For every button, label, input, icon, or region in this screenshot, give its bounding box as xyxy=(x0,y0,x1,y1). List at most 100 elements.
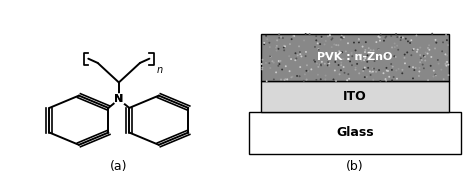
Point xyxy=(310,59,318,62)
Point xyxy=(365,51,373,53)
Point xyxy=(272,71,280,74)
Point xyxy=(318,60,326,63)
Point xyxy=(313,62,321,65)
Point xyxy=(315,48,322,51)
Point xyxy=(396,36,404,38)
Point xyxy=(303,78,310,81)
Point xyxy=(382,78,389,80)
Point xyxy=(406,41,414,44)
Point xyxy=(397,39,404,41)
Bar xyxy=(261,81,449,112)
Point xyxy=(259,58,266,61)
Point xyxy=(339,37,346,40)
Point xyxy=(292,57,300,60)
Point xyxy=(316,63,324,66)
Point xyxy=(409,49,417,51)
Point xyxy=(397,36,405,39)
Point xyxy=(362,48,369,51)
Point xyxy=(394,48,402,51)
Point xyxy=(442,61,450,64)
Point xyxy=(317,63,325,66)
Point xyxy=(373,41,380,44)
Point xyxy=(440,78,447,81)
Point xyxy=(371,60,378,62)
Point xyxy=(328,37,336,40)
Point xyxy=(262,34,270,37)
Point xyxy=(324,35,332,38)
Point xyxy=(393,36,401,38)
Point xyxy=(275,63,283,65)
Point xyxy=(390,76,398,78)
Point xyxy=(338,34,346,37)
Point xyxy=(308,68,315,71)
Point xyxy=(404,40,412,43)
Point xyxy=(385,75,393,78)
Text: n: n xyxy=(156,65,163,75)
Point xyxy=(348,51,356,54)
Point xyxy=(438,68,445,71)
Point xyxy=(383,53,391,56)
Point xyxy=(279,37,287,39)
Point xyxy=(322,78,329,81)
Point xyxy=(365,56,373,59)
Point xyxy=(298,55,305,58)
Point xyxy=(273,39,281,42)
Point xyxy=(425,44,433,47)
Point xyxy=(322,52,329,55)
Point xyxy=(442,34,450,36)
Text: N: N xyxy=(114,94,123,104)
Point xyxy=(275,36,283,39)
Point xyxy=(348,53,356,56)
Point xyxy=(264,38,271,41)
Point xyxy=(443,64,450,67)
Point xyxy=(340,58,347,60)
Point xyxy=(406,65,413,68)
Point xyxy=(377,33,384,36)
Point xyxy=(280,46,288,49)
Point xyxy=(277,35,285,38)
Point xyxy=(370,67,378,70)
Point xyxy=(403,51,411,54)
Point xyxy=(332,44,340,46)
Point xyxy=(275,60,283,62)
Point xyxy=(288,76,295,79)
Point xyxy=(420,54,428,57)
Point xyxy=(346,77,353,80)
Point xyxy=(383,79,390,82)
Point xyxy=(322,40,329,42)
Point xyxy=(370,49,377,52)
Text: ITO: ITO xyxy=(343,90,367,103)
Point xyxy=(361,76,369,79)
Point xyxy=(292,52,299,55)
Point xyxy=(312,79,320,81)
Point xyxy=(393,44,401,47)
Point xyxy=(318,35,325,38)
Point xyxy=(335,50,343,52)
Point xyxy=(287,58,295,61)
Point xyxy=(330,43,338,46)
Point xyxy=(418,59,426,61)
Point xyxy=(391,46,399,48)
Point xyxy=(265,41,273,44)
Point xyxy=(352,66,359,69)
Point xyxy=(326,34,334,37)
Point xyxy=(263,80,271,83)
Point xyxy=(342,50,350,53)
Point xyxy=(387,34,395,37)
Point xyxy=(428,56,435,58)
Point xyxy=(270,78,278,81)
Point xyxy=(348,64,356,67)
Point xyxy=(391,55,398,58)
Point xyxy=(392,55,400,58)
Point xyxy=(367,74,374,76)
Point xyxy=(345,73,352,76)
Point xyxy=(443,39,451,41)
Point xyxy=(369,67,376,70)
Point xyxy=(443,61,451,63)
Point xyxy=(372,70,380,73)
Point xyxy=(260,41,268,44)
Point xyxy=(392,69,400,72)
Point xyxy=(352,68,359,71)
Point xyxy=(258,63,265,65)
Point xyxy=(288,38,295,41)
